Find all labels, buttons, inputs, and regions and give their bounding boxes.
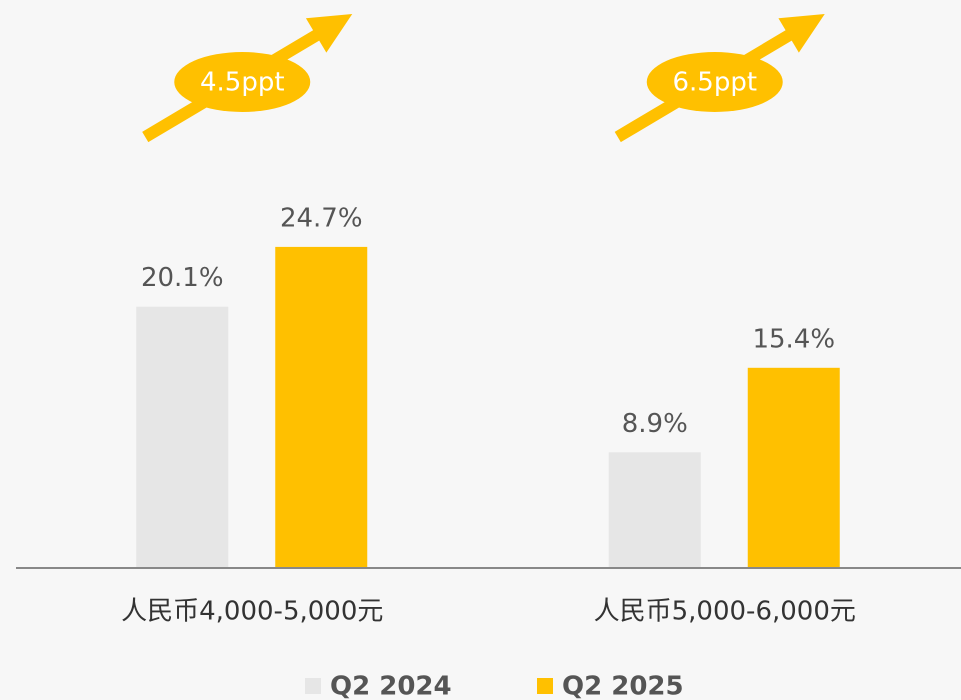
- annotation: 4.5ppt: [200, 68, 285, 98]
- value-label: 24.7%: [280, 203, 363, 233]
- value-label: 20.1%: [141, 263, 224, 293]
- bar: [747, 367, 840, 568]
- x-tick-label: 人民币5,000-6,000元: [594, 597, 856, 627]
- bar: [275, 246, 368, 568]
- bar: [136, 306, 229, 568]
- legend-swatch: [537, 678, 553, 694]
- value-label: 15.4%: [752, 324, 835, 354]
- bar: [608, 452, 701, 568]
- legend-swatch: [305, 678, 321, 694]
- value-label: 8.9%: [622, 409, 688, 439]
- annotation-badge: [646, 52, 783, 112]
- legend-label: Q2 2025: [562, 672, 684, 700]
- annotation-badge: [174, 52, 311, 112]
- annotation: 6.5ppt: [672, 68, 757, 98]
- x-tick-label: 人民币4,000-5,000元: [121, 597, 383, 627]
- legend-label: Q2 2024: [330, 672, 452, 700]
